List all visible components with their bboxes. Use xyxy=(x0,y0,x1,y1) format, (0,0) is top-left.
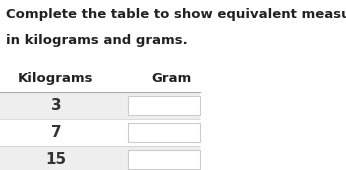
Bar xyxy=(128,123,200,142)
Bar xyxy=(128,96,200,115)
Text: 15: 15 xyxy=(45,152,66,167)
Text: in kilograms and grams.: in kilograms and grams. xyxy=(6,34,188,47)
Bar xyxy=(0,119,200,146)
Text: Kilograms: Kilograms xyxy=(18,72,94,85)
Bar xyxy=(128,150,200,169)
Text: Gram: Gram xyxy=(152,72,192,85)
Bar xyxy=(0,92,200,119)
Text: 7: 7 xyxy=(51,125,61,140)
Text: 3: 3 xyxy=(51,98,61,113)
Bar xyxy=(0,146,200,170)
Text: Complete the table to show equivalent measurements: Complete the table to show equivalent me… xyxy=(6,8,346,21)
